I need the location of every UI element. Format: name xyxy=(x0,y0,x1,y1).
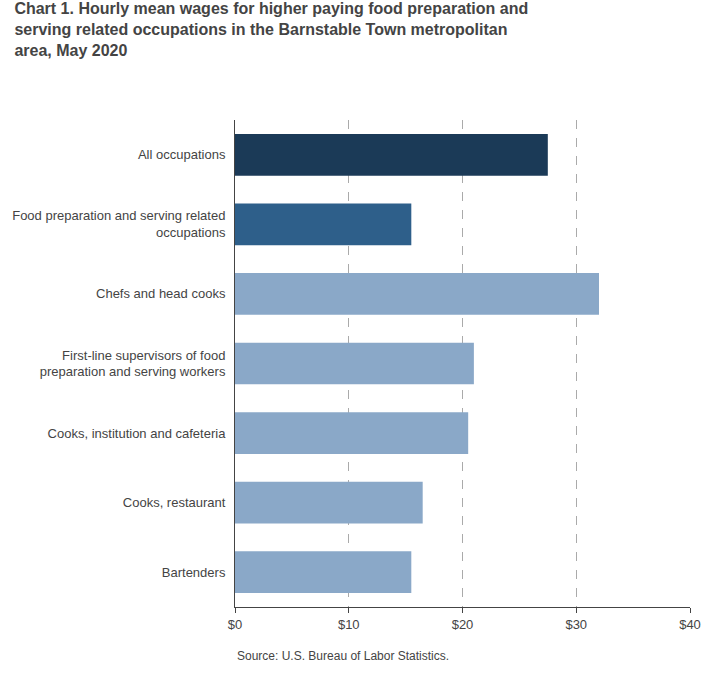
svg-text:All occupations: All occupations xyxy=(138,147,226,162)
svg-text:Food preparation and serving r: Food preparation and serving relatedoccu… xyxy=(12,208,226,240)
svg-text:Cooks, institution and cafeter: Cooks, institution and cafeteria xyxy=(48,426,227,441)
svg-text:First-line supervisors of food: First-line supervisors of foodpreparatio… xyxy=(40,348,226,380)
svg-text:Source: U.S. Bureau of Labor S: Source: U.S. Bureau of Labor Statistics. xyxy=(237,649,449,663)
svg-text:Bartenders: Bartenders xyxy=(162,565,226,580)
svg-text:$40: $40 xyxy=(679,617,701,632)
svg-text:$30: $30 xyxy=(565,617,587,632)
svg-text:$20: $20 xyxy=(452,617,474,632)
svg-text:Chefs and head cooks: Chefs and head cooks xyxy=(96,286,226,301)
svg-text:$0: $0 xyxy=(228,617,242,632)
svg-text:Cooks, restaurant: Cooks, restaurant xyxy=(123,495,226,510)
svg-text:$10: $10 xyxy=(338,617,360,632)
svg-text:Chart 1. Hourly mean wages for: Chart 1. Hourly mean wages for higher pa… xyxy=(14,0,528,59)
